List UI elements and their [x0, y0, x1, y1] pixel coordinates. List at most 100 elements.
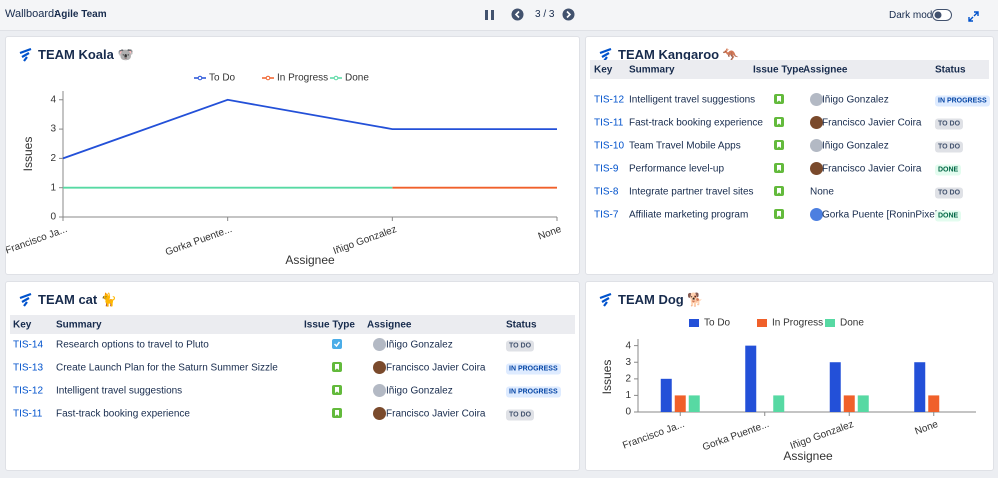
icon-stripe: [599, 48, 612, 55]
assignee: Iñigo Gonzalez: [822, 140, 889, 152]
icon-stripe: [19, 293, 32, 300]
pause-button[interactable]: [484, 9, 496, 21]
issue-summary: Fast-track booking experience: [629, 117, 763, 129]
team-icon: [599, 293, 612, 307]
dark-mode-toggle[interactable]: [932, 9, 952, 21]
status-lozenge: TO DO: [935, 141, 964, 153]
y-tick-label: 1: [50, 182, 56, 193]
header-bar: Wallboard: Agile Team 3 / 3 Dark mode: [0, 0, 998, 31]
board-name[interactable]: Agile Team: [54, 9, 107, 20]
issue-key[interactable]: TIS-14: [13, 339, 44, 351]
status-lozenge: TO DO: [506, 409, 535, 421]
issue-summary: Integrate partner travel sites: [629, 186, 754, 198]
issue-type-icon: [332, 385, 342, 395]
issue-key[interactable]: TIS-11: [13, 408, 43, 420]
status-lozenge: DONE: [935, 210, 962, 222]
column-header: Issue Type: [304, 319, 355, 331]
issue-key[interactable]: TIS-9: [594, 163, 619, 175]
issue-type-icon: [332, 339, 342, 349]
issue-key[interactable]: TIS-13: [13, 362, 44, 374]
legend-swatch-dot: [333, 75, 339, 81]
header-label: Wallboard:: [5, 8, 58, 20]
story-mark: [777, 142, 781, 148]
assignee: None: [810, 186, 834, 198]
issue-type-icon: [774, 163, 784, 173]
table-header: [590, 60, 989, 79]
x-tick-label: None: [537, 224, 564, 243]
bar: [829, 362, 841, 412]
issue-summary: Research options to travel to Pluto: [56, 339, 209, 351]
task-check: [333, 341, 341, 348]
y-tick-label: 2: [625, 373, 631, 384]
table-header: [10, 315, 575, 334]
status-lozenge: IN PROGRESS: [506, 386, 561, 398]
column-header: Key: [594, 64, 613, 76]
bar: [660, 378, 672, 412]
panel-title: TEAM Dog 🐕: [618, 292, 704, 307]
issue-summary: Affiliate marketing program: [629, 209, 749, 221]
x-tick-label: None: [913, 419, 940, 438]
column-header: Issue Type: [753, 64, 804, 76]
issue-key[interactable]: TIS-12: [594, 94, 625, 106]
avatar: [810, 93, 823, 106]
assignee: Francisco Javier Coira: [822, 163, 922, 175]
next-button[interactable]: [562, 8, 575, 21]
y-tick-label: 4: [625, 340, 631, 351]
icon-stripe: [601, 52, 610, 58]
issue-key[interactable]: TIS-12: [13, 385, 44, 397]
assignee: Francisco Javier Coira: [386, 362, 486, 374]
icon-stripe: [21, 52, 30, 58]
story-mark: [777, 211, 781, 217]
issue-summary: Fast-track booking experience: [56, 408, 190, 420]
bar: [857, 395, 869, 412]
x-tick-label: Iñigo Gonzalez: [789, 419, 855, 452]
fullscreen-button[interactable]: [968, 11, 979, 22]
status-lozenge: TO DO: [506, 340, 535, 352]
assignee: Gorka Puente [RoninPixels]: [822, 209, 945, 221]
legend-swatch: [689, 319, 699, 327]
issue-type-icon: [332, 362, 342, 372]
y-tick-label: 0: [625, 407, 631, 418]
avatar: [373, 338, 386, 351]
legend-label: To Do: [704, 318, 731, 329]
avatar: [810, 139, 823, 152]
panel-title: TEAM Koala 🐨: [38, 47, 134, 62]
status-lozenge: IN PROGRESS: [935, 95, 990, 107]
avatar: [373, 407, 386, 420]
status-lozenge: TO DO: [935, 187, 964, 199]
legend-label: In Progress: [277, 73, 328, 84]
story-mark: [335, 387, 339, 393]
issue-summary: Performance level-up: [629, 163, 725, 175]
icon-stripe: [23, 301, 28, 307]
icon-stripe: [19, 48, 32, 55]
y-tick-label: 3: [625, 357, 631, 368]
column-header: Summary: [629, 64, 675, 76]
column-header: Key: [13, 319, 32, 331]
bar: [745, 345, 757, 412]
story-mark: [335, 364, 339, 370]
x-tick-label: Gorka Puente...: [701, 419, 771, 453]
legend-label: In Progress: [772, 318, 823, 329]
bar: [688, 395, 700, 412]
issue-key[interactable]: TIS-7: [594, 209, 619, 221]
issue-key[interactable]: TIS-10: [594, 140, 625, 152]
legend-label: Done: [840, 318, 864, 329]
story-mark: [777, 165, 781, 171]
x-tick-label: Gorka Puente...: [164, 224, 234, 258]
avatar: [810, 116, 823, 129]
issue-key[interactable]: TIS-8: [594, 186, 619, 198]
y-axis-label: Issues: [600, 360, 614, 395]
task-icon: [332, 339, 342, 349]
column-header: Status: [935, 64, 966, 76]
issue-key[interactable]: TIS-11: [594, 117, 624, 129]
issue-type-icon: [774, 94, 784, 104]
prev-button[interactable]: [511, 8, 524, 21]
y-tick-label: 0: [50, 212, 56, 223]
legend-swatch: [825, 319, 835, 327]
team-icon: [19, 48, 32, 62]
issue-summary: Intelligent travel suggestions: [56, 385, 183, 397]
x-axis-label: Assignee: [285, 253, 335, 267]
icon-stripe: [603, 301, 608, 307]
assignee: Francisco Javier Coira: [386, 408, 486, 420]
